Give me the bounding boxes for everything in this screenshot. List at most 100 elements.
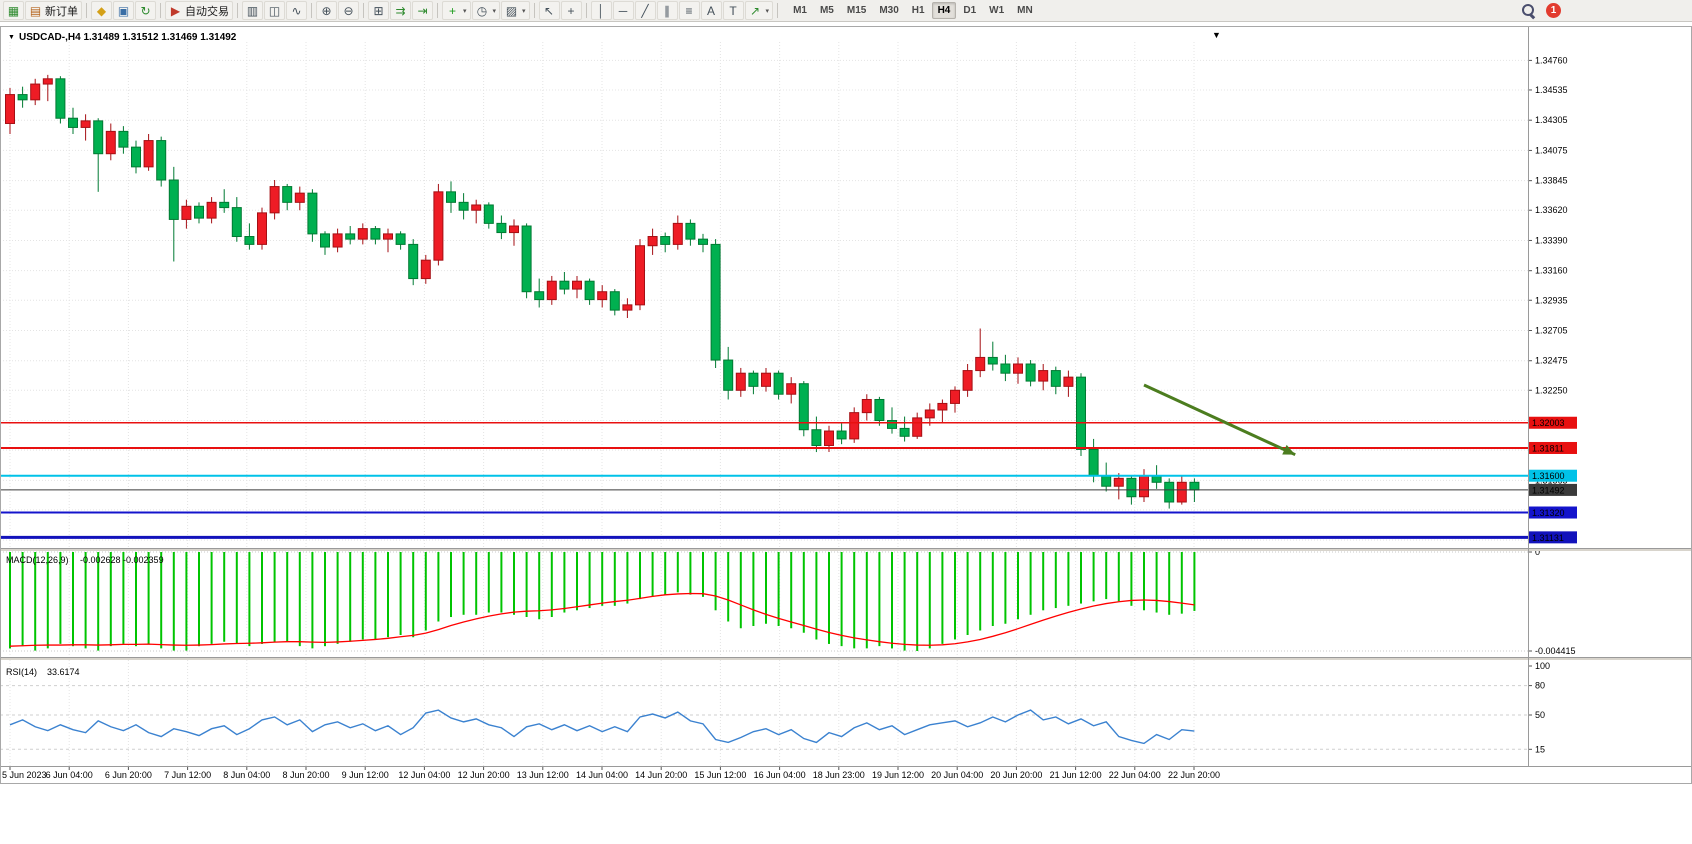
notification-badge[interactable]: 1 [1546,3,1561,18]
auto-scroll-icon: ⇉ [395,3,406,18]
price-marker-badge [1529,469,1577,482]
fibonacci-icon: ≡ [685,3,693,18]
symbol-ohlc-header: USDCAD-,H4 1.31489 1.31512 1.31469 1.314… [19,32,237,43]
candle [5,88,15,134]
profiles-button[interactable]: ◆ [91,1,112,20]
line-chart-button[interactable]: ∿ [286,1,307,20]
candle [93,118,104,192]
refresh-button[interactable]: ↻ [135,1,156,20]
bar-chart-icon: ▥ [246,3,259,18]
candle [55,76,66,124]
timeframe-M1[interactable]: M1 [793,5,807,16]
vertical-line-button[interactable]: │ [590,1,612,20]
candle [937,399,948,424]
horizontal-line-button[interactable]: ─ [612,1,634,20]
price-axis-label: 1.34760 [1535,55,1568,65]
text-label-icon: T [729,3,737,18]
time-axis-label: 16 Jun 04:00 [754,770,806,780]
crosshair-button[interactable]: + [560,1,582,20]
candle [647,228,658,255]
time-axis-label: 8 Jun 20:00 [282,770,329,780]
price-marker-label: 1.31320 [1532,508,1565,518]
price-marker-badge [1529,441,1577,454]
price-marker-label: 1.31600 [1532,471,1565,481]
candle [194,202,204,224]
candle [546,275,557,305]
new-order-button-label: 新订单 [45,5,78,18]
tile-windows-button[interactable]: ⊞ [368,1,389,20]
line-chart-icon: ∿ [291,3,302,18]
candle [1000,354,1011,382]
price-axis-label: 1.32475 [1535,356,1568,366]
timeframe-M15[interactable]: M15 [846,5,867,16]
candle [861,394,872,421]
price-marker-badge [1529,531,1577,544]
grid-layer [0,42,1528,766]
timeframe-M30[interactable]: M30 [879,5,899,16]
timeframe-W1[interactable]: W1 [989,5,1005,16]
candle [723,346,734,400]
chart-canvas[interactable]: 5 Jun 2023 6 Jun 04:00 6 Jun 20:00 7 Jun 12… [0,26,1692,844]
timeframe-H1[interactable]: H1 [911,5,925,16]
new-chart-button[interactable]: ▦ [3,1,24,20]
chart-shift-icon: ⇥ [417,3,428,18]
candle [660,232,671,253]
indicators-icon: + [448,3,456,18]
time-axis-label: 20 Jun 20:00 [990,770,1042,780]
periods-button[interactable]: ◷ ▾ [471,1,501,20]
new-order-icon: ▤ [29,3,42,18]
price-marker-badge [1529,483,1577,496]
channel-icon: ∥ [664,3,671,18]
candle [307,189,318,242]
candle [131,140,141,174]
chart-shift-marker-icon[interactable]: ▼ [1212,30,1221,40]
rsi-line [9,709,1195,745]
candle [42,74,53,102]
price-axis-label: 1.32935 [1535,295,1568,305]
candle [118,126,129,154]
channel-button[interactable]: ∥ [656,1,678,20]
candle [420,254,431,284]
overlay-objects[interactable] [0,383,1528,539]
templates-button[interactable]: ▨ ▾ [501,1,530,20]
trendline-button[interactable]: ╱ [634,1,656,20]
candle [143,134,154,171]
zoom-out-button[interactable]: ⊖ [338,1,359,20]
arrows-button[interactable]: ↗ ▾ [744,1,774,20]
trend-arrow[interactable] [1143,383,1296,457]
candle [1151,465,1162,489]
caret-down-icon: ▾ [492,7,497,15]
search-icon[interactable] [1521,3,1536,18]
chart-shift-button[interactable]: ⇥ [412,1,433,20]
bar-chart-button[interactable]: ▥ [242,1,263,20]
candle [735,367,746,397]
auto-scroll-button[interactable]: ⇉ [390,1,411,20]
candle [1139,469,1149,502]
auto-trading-button[interactable]: ▶ 自动交易 [165,1,233,20]
refresh-icon: ↻ [140,3,151,18]
macd-values: -0.002628 -0.002359 [80,555,164,565]
text-label-button[interactable]: T [722,1,744,20]
price-axis-label: 1.33390 [1535,235,1568,245]
text-button[interactable]: A [700,1,722,20]
timeframe-M5[interactable]: M5 [819,5,834,16]
candle [1038,364,1049,391]
timeframe-MN[interactable]: MN [1017,5,1033,16]
candle [294,186,305,211]
cursor-button[interactable]: ↖ [538,1,560,20]
symbol-dropdown-icon[interactable]: ▼ [8,34,15,41]
rsi-value: 33.6174 [47,667,80,677]
timeframe-D1[interactable]: D1 [963,5,977,16]
zoom-in-button[interactable]: ⊕ [316,1,337,20]
fibonacci-button[interactable]: ≡ [678,1,700,20]
indicators-button[interactable]: + ▾ [442,1,471,20]
candlestick-chart-button[interactable]: ◫ [264,1,285,20]
market-watch-button[interactable]: ▣ [113,1,134,20]
horizontal-line-icon: ─ [618,3,628,18]
new-order-button[interactable]: ▤ 新订单 [25,1,82,20]
candle [597,285,608,308]
candle [17,86,28,108]
auto-trading-icon: ▶ [170,3,181,18]
candle [68,107,78,134]
timeframe-H4[interactable]: H4 [931,2,957,19]
